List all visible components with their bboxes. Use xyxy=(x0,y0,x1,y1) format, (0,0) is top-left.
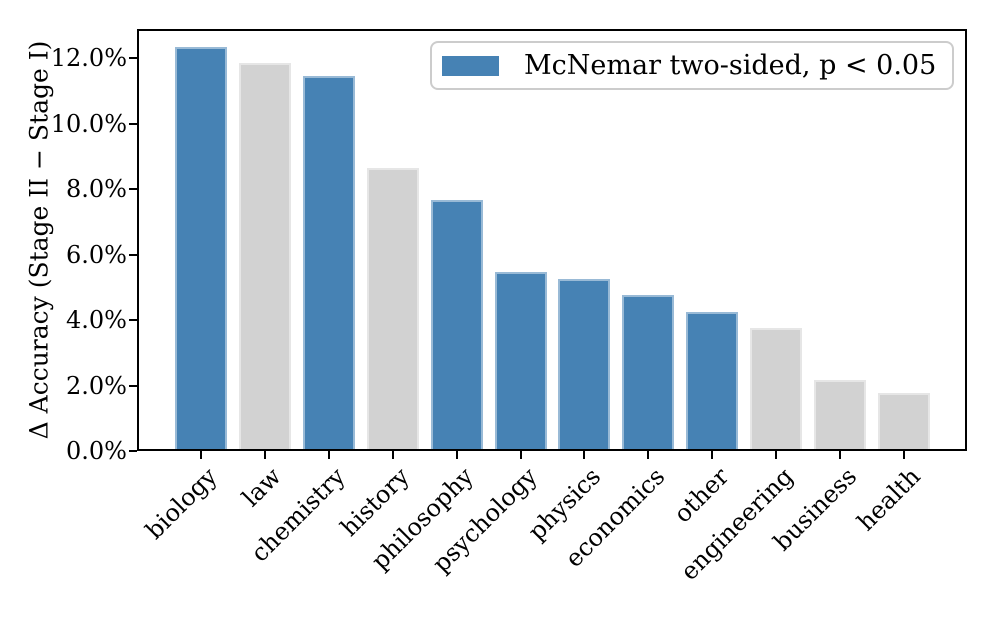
y-tick-label: 12.0% xyxy=(50,44,127,73)
y-tick-mark xyxy=(129,57,137,60)
x-tick-mark xyxy=(583,451,586,459)
bar-physics xyxy=(558,278,611,449)
x-tick-mark xyxy=(902,451,905,459)
x-tick-mark xyxy=(775,451,778,459)
x-tick-mark xyxy=(839,451,841,459)
y-tick-mark xyxy=(129,188,137,191)
x-tick-mark xyxy=(519,451,522,459)
legend-swatch xyxy=(442,55,499,76)
y-tick-label: 0.0% xyxy=(66,437,127,465)
legend-box: McNemar two-sided, p < 0.05 xyxy=(430,41,954,90)
y-tick-label: 2.0% xyxy=(66,371,127,400)
y-tick-label: 4.0% xyxy=(66,306,127,335)
x-tick-mark xyxy=(711,451,714,459)
plot-area xyxy=(137,29,967,451)
bar-chemistry xyxy=(302,76,355,449)
x-tick-mark xyxy=(455,451,458,459)
x-tick-label-health: health xyxy=(851,462,926,537)
bar-law xyxy=(238,63,291,449)
y-tick-mark xyxy=(129,384,137,387)
bar-other xyxy=(686,311,739,449)
bar-economics xyxy=(622,295,675,449)
x-tick-mark xyxy=(327,451,330,459)
y-tick-label: 10.0% xyxy=(50,109,127,138)
legend-label: McNemar two-sided, p < 0.05 xyxy=(524,50,937,81)
y-tick-mark xyxy=(129,253,137,256)
x-tick-label-law: law xyxy=(237,462,287,513)
y-tick-mark xyxy=(129,450,137,452)
y-tick-mark xyxy=(129,319,137,322)
bar-business xyxy=(814,380,866,449)
bar-psychology xyxy=(494,272,547,449)
x-tick-mark xyxy=(200,451,202,459)
bar-biology xyxy=(175,46,227,449)
x-tick-mark xyxy=(263,451,266,459)
bar-health xyxy=(877,393,930,449)
bars-layer xyxy=(139,31,965,449)
y-tick-label: 6.0% xyxy=(66,240,127,269)
bar-history xyxy=(366,167,419,449)
x-tick-label-biology: biology xyxy=(140,462,224,545)
bar-engineering xyxy=(750,327,803,449)
y-tick-mark xyxy=(129,122,137,125)
x-tick-mark xyxy=(391,451,394,459)
y-tick-label: 8.0% xyxy=(66,175,127,204)
bar-philosophy xyxy=(430,200,483,449)
x-tick-mark xyxy=(647,451,650,459)
